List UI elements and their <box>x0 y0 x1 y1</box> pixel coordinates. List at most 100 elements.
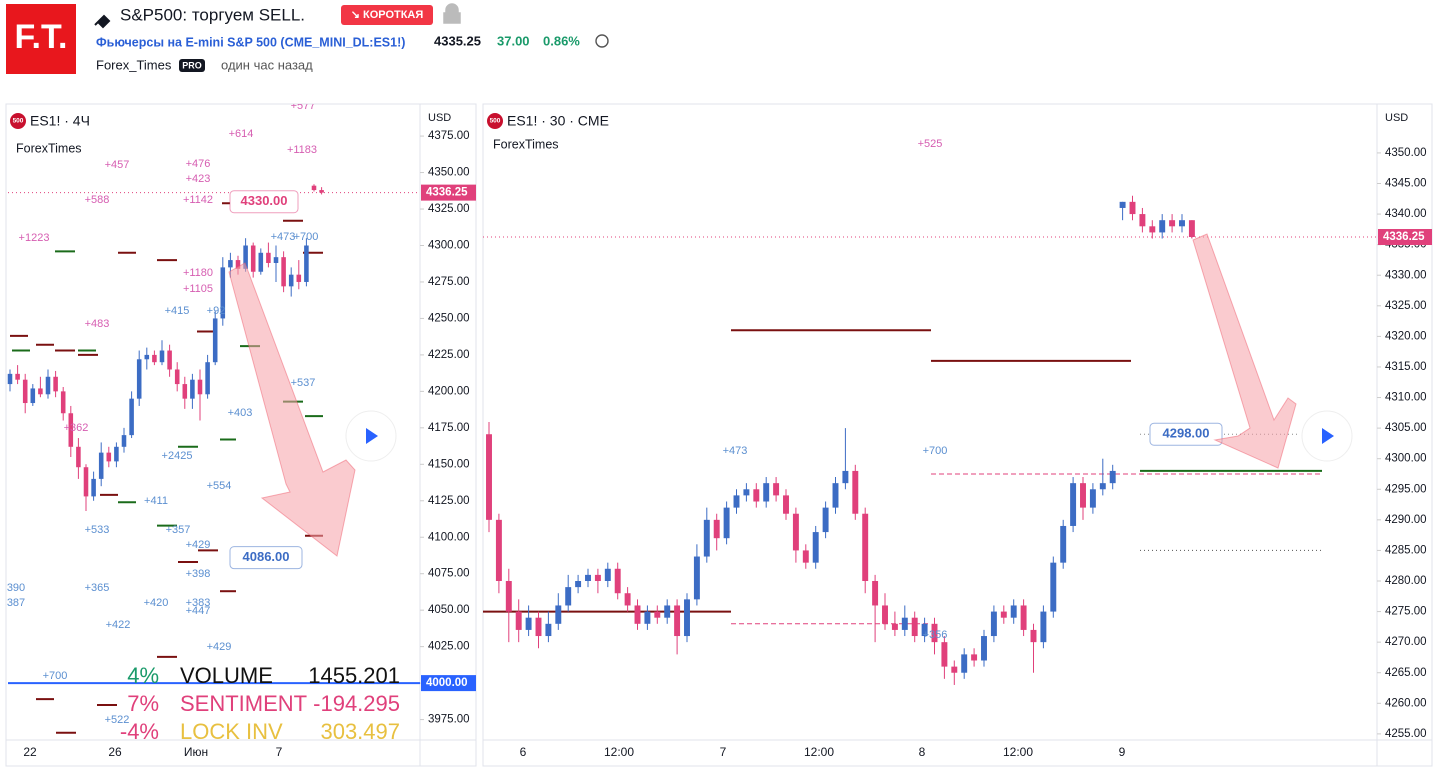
chart-panel <box>5 103 477 767</box>
y-tick-label: 4350.00 <box>428 167 470 179</box>
y-tick-label: 3975.00 <box>428 714 470 726</box>
trade-annotation: +1142 <box>183 194 213 206</box>
symbol-icon-text: 500 <box>490 118 501 125</box>
candle-body <box>60 391 66 414</box>
candle-body <box>1040 611 1047 643</box>
trade-annotation: +447 <box>186 605 211 617</box>
stat-name: VOLUME <box>180 663 273 688</box>
trade-annotation: +700 <box>294 231 319 243</box>
y-tick-label: 4275.00 <box>428 276 470 288</box>
candle-body <box>220 267 226 319</box>
price-callout <box>1149 422 1223 446</box>
candle-body <box>624 593 631 606</box>
trade-annotation: +415 <box>165 305 190 317</box>
stat-value: 303.497 <box>320 719 400 744</box>
trade-annotation: +588 <box>85 194 110 206</box>
candle-body <box>205 362 210 395</box>
trade-annotation: +429 <box>186 539 211 551</box>
candle-body <box>190 379 195 399</box>
candle-body <box>971 654 978 661</box>
y-tick-label: 4075.00 <box>428 568 470 580</box>
candle-body <box>852 470 859 514</box>
candle-body <box>911 617 918 637</box>
currency-label: USD <box>428 112 451 124</box>
candle-body <box>802 550 809 563</box>
candle-body <box>931 623 938 643</box>
candle-body <box>281 257 286 287</box>
logo-text: F.T. <box>15 18 68 56</box>
price-change-pct: 0.86% <box>543 33 580 48</box>
candle-body <box>250 245 256 272</box>
candle-body <box>822 507 829 533</box>
trade-annotation: +522 <box>105 714 130 726</box>
trade-annotation: +533 <box>85 524 110 536</box>
candle-body <box>684 599 690 637</box>
candle-body <box>1020 605 1027 630</box>
sell-arrow <box>1192 233 1297 469</box>
candle-body <box>38 388 43 395</box>
trade-annotation: +420 <box>144 597 169 609</box>
author[interactable]: Forex_Times <box>96 57 172 72</box>
candle-body <box>121 435 127 447</box>
candle-body <box>258 252 264 272</box>
y-tick-label: 4310.00 <box>1385 392 1427 404</box>
candle-body <box>565 587 572 606</box>
candle-body <box>1080 483 1086 508</box>
candle-body <box>106 452 112 462</box>
stat-pct: 7% <box>127 691 159 716</box>
candle-body <box>288 274 294 287</box>
y-tick-label: 4225.00 <box>428 349 470 361</box>
price-axis-label-text: 4000.00 <box>426 677 468 689</box>
candle-body <box>703 519 710 557</box>
candle-body <box>212 318 218 363</box>
symbol-icon <box>487 113 503 129</box>
price-callout-label: 4330.00 <box>241 193 288 208</box>
y-tick-label: 4330.00 <box>1385 269 1427 281</box>
candle-body <box>1070 483 1077 526</box>
candle-body <box>981 636 987 661</box>
y-tick-label: 4315.00 <box>1385 361 1427 373</box>
candle-body <box>664 605 671 618</box>
y-tick-label: 4270.00 <box>1385 636 1427 648</box>
logo[interactable] <box>6 4 76 74</box>
price-axis-label <box>1378 229 1432 246</box>
y-tick-label: 4325.00 <box>1385 300 1427 312</box>
candle-body <box>311 185 317 191</box>
y-tick-label: 4275.00 <box>1385 606 1427 618</box>
candle-body <box>45 376 51 395</box>
price-callout-label: 4298.00 <box>1163 426 1210 441</box>
currency-label: USD <box>1385 112 1408 124</box>
instrument[interactable]: Фьючерсы на E-mini S&P 500 (CME_MINI_DL:… <box>96 35 405 49</box>
candle-body <box>144 354 150 360</box>
candle-body <box>515 611 522 630</box>
trade-annotation: +483 <box>85 318 110 330</box>
candle-body <box>235 260 241 269</box>
candle-body <box>68 413 74 447</box>
candle-body <box>167 350 172 370</box>
candle-body <box>1030 629 1037 643</box>
candle-body <box>941 642 948 667</box>
y-tick-label: 4295.00 <box>1385 483 1427 495</box>
x-tick-label: 12:00 <box>604 745 634 759</box>
chart-title: ES1! · 4Ч <box>30 113 90 129</box>
candle-body <box>304 245 309 282</box>
candle-body <box>872 581 879 606</box>
y-tick-label: 4325.00 <box>428 203 470 215</box>
candle-body <box>545 623 552 637</box>
candle-body <box>733 495 740 508</box>
trade-annotation: +537 <box>291 377 316 389</box>
trade-annotation: +357 <box>166 524 191 536</box>
last-price: 4335.25 <box>434 33 481 48</box>
candle-body <box>53 376 58 392</box>
candle-body <box>594 574 601 581</box>
y-tick-label: 4100.00 <box>428 531 470 543</box>
candle-body <box>585 574 591 581</box>
trade-annotation: +1105 <box>183 283 213 295</box>
candle-body <box>136 359 142 399</box>
candle-body <box>1179 220 1185 227</box>
candle-body <box>1129 201 1136 215</box>
candle-body <box>743 489 750 496</box>
clock-icon[interactable] <box>595 34 609 48</box>
y-tick-label: 4290.00 <box>1385 514 1427 526</box>
chart-panel <box>482 103 1433 767</box>
